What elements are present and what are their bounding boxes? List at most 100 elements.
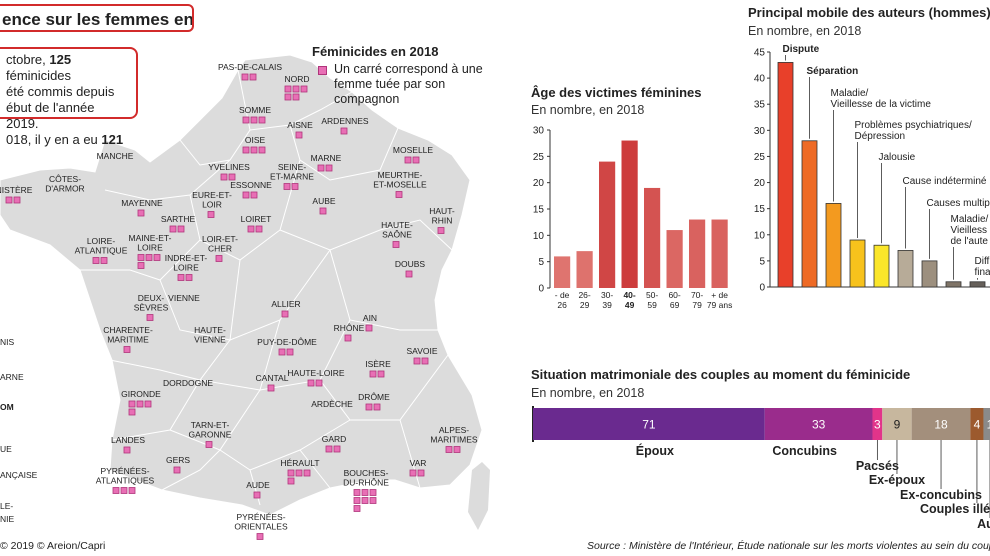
victim-square xyxy=(292,93,300,101)
victim-square xyxy=(128,408,136,416)
marital-segment xyxy=(911,408,971,440)
motive-label: Séparation xyxy=(807,66,859,77)
victim-square xyxy=(256,533,264,540)
department-label: MARNE xyxy=(311,153,342,163)
department-aisne: AISNE xyxy=(287,120,313,139)
segment-name-label: Concubins xyxy=(772,444,837,458)
victim-square xyxy=(250,191,258,199)
motive-chart: 0 5 10 15 20 25 30 35 40 45 Dispute Séparation Malad… xyxy=(754,44,990,294)
victim-square xyxy=(100,257,108,264)
motive-label: Causes multip xyxy=(927,198,990,209)
victim-square xyxy=(325,164,333,172)
segment-value-label: 1 xyxy=(987,418,990,432)
department-label: ESSONNE xyxy=(230,180,272,190)
age-bar xyxy=(666,230,683,288)
victim-square xyxy=(258,146,266,154)
department-label: NORD xyxy=(284,74,309,84)
department-label: ORIENTALES xyxy=(234,522,288,532)
department-label: LOIRE xyxy=(173,263,199,273)
department-haut-rhin: HAUT-RHIN xyxy=(429,206,455,234)
department-label: CÔTES- xyxy=(49,174,81,184)
x-tick-label: 40- xyxy=(623,290,635,300)
department-indre-et-loire: INDRE-ET-LOIRE xyxy=(165,253,207,281)
motive-label: finan xyxy=(975,267,990,278)
victim-square xyxy=(128,487,136,494)
victim-square xyxy=(215,255,223,262)
department-charente-maritime: CHARENTE-MARITIME xyxy=(103,325,153,353)
department-ard-che: ARDÈCHE xyxy=(311,399,353,409)
y-tick-label: 30 xyxy=(533,126,545,137)
department-label: PYRÉNÉES- xyxy=(236,512,285,522)
age-bar xyxy=(621,140,638,288)
department-label: ARNE xyxy=(0,372,24,382)
victim-square xyxy=(286,348,294,356)
department-label: D'ARMOR xyxy=(45,184,84,194)
department-label: MARITIMES xyxy=(430,435,478,445)
victim-square xyxy=(255,225,263,233)
department-label: ALPES- xyxy=(439,425,469,435)
department-label: MOSELLE xyxy=(393,145,433,155)
victim-square xyxy=(92,257,100,264)
victim-square xyxy=(284,85,292,93)
info-text: féminicides xyxy=(6,68,72,83)
department-label: CHARENTE- xyxy=(103,325,153,335)
age-bar xyxy=(711,219,728,288)
motive-label: Jalousie xyxy=(879,152,916,163)
victim-square xyxy=(353,489,361,496)
department-label: PYRÉNÉES- xyxy=(100,466,149,476)
department-label: UE xyxy=(0,444,12,454)
segment-name-label: Autr xyxy=(977,517,990,531)
y-tick-label: 15 xyxy=(533,205,545,216)
department-label: ISÈRE xyxy=(365,359,391,369)
y-tick-label: 5 xyxy=(759,256,765,267)
victim-square xyxy=(137,209,145,217)
victim-square xyxy=(136,400,144,408)
marital-chart-subtitle: En nombre, en 2018 xyxy=(531,386,645,400)
segment-value-label: 71 xyxy=(642,418,656,432)
age-bar xyxy=(576,251,593,288)
france-outline xyxy=(0,54,483,516)
victim-square xyxy=(317,164,325,172)
department-pyr-n-es-orientales: PYRÉNÉES-ORIENTALES xyxy=(234,512,288,540)
x-tick-label: 30- xyxy=(601,290,613,300)
legend-title: Féminicides en 2018 xyxy=(312,44,439,59)
y-tick-label: 0 xyxy=(759,283,765,294)
victim-square xyxy=(303,469,311,477)
marital-segment xyxy=(882,408,912,440)
victim-square xyxy=(295,469,303,477)
department-label: NISTÈRE xyxy=(0,185,33,195)
segment-value-label: 33 xyxy=(812,418,826,432)
department-eure-et-loir: EURE-ET-LOIR xyxy=(192,190,232,218)
corsica xyxy=(468,462,490,530)
info-callout: ctobre, 125 féminicides été commis depui… xyxy=(0,47,138,147)
department-label: SARTHE xyxy=(161,214,196,224)
victim-square xyxy=(319,207,327,215)
department-savoie: SAVOIE xyxy=(406,346,438,365)
victim-square xyxy=(421,357,429,365)
marital-segment xyxy=(872,408,883,440)
victim-square xyxy=(137,262,145,269)
credit-text: 2019 © Areion/Capri xyxy=(10,540,106,552)
motive-bar xyxy=(945,281,962,288)
department-label: GIRONDE xyxy=(121,389,161,399)
department-label: LOIRE- xyxy=(87,236,116,246)
victim-square xyxy=(177,274,185,281)
department-aube: AUBE xyxy=(312,196,336,215)
department-label: YVELINES xyxy=(208,162,250,172)
department-label: AUDE xyxy=(246,480,270,490)
department-label: SOMME xyxy=(239,105,271,115)
y-tick-label: 35 xyxy=(754,100,766,111)
department-nord: NORD xyxy=(284,74,310,101)
victim-square xyxy=(353,505,361,512)
department-h-rault: HÉRAULT xyxy=(280,458,320,485)
victim-square xyxy=(220,173,228,181)
department-rh-ne: RHÔNE xyxy=(334,323,365,342)
victim-square xyxy=(253,491,261,499)
department-c-tes-d-armor: CÔTES-D'ARMOR xyxy=(45,174,84,194)
marital-chart-title: Situation matrimoniale des couples au mo… xyxy=(531,367,911,382)
victim-square xyxy=(123,346,131,353)
department-label: SAÔNE xyxy=(382,230,412,240)
department-label: EURE-ET- xyxy=(192,190,232,200)
department-label: ET-MOSELLE xyxy=(373,180,427,190)
